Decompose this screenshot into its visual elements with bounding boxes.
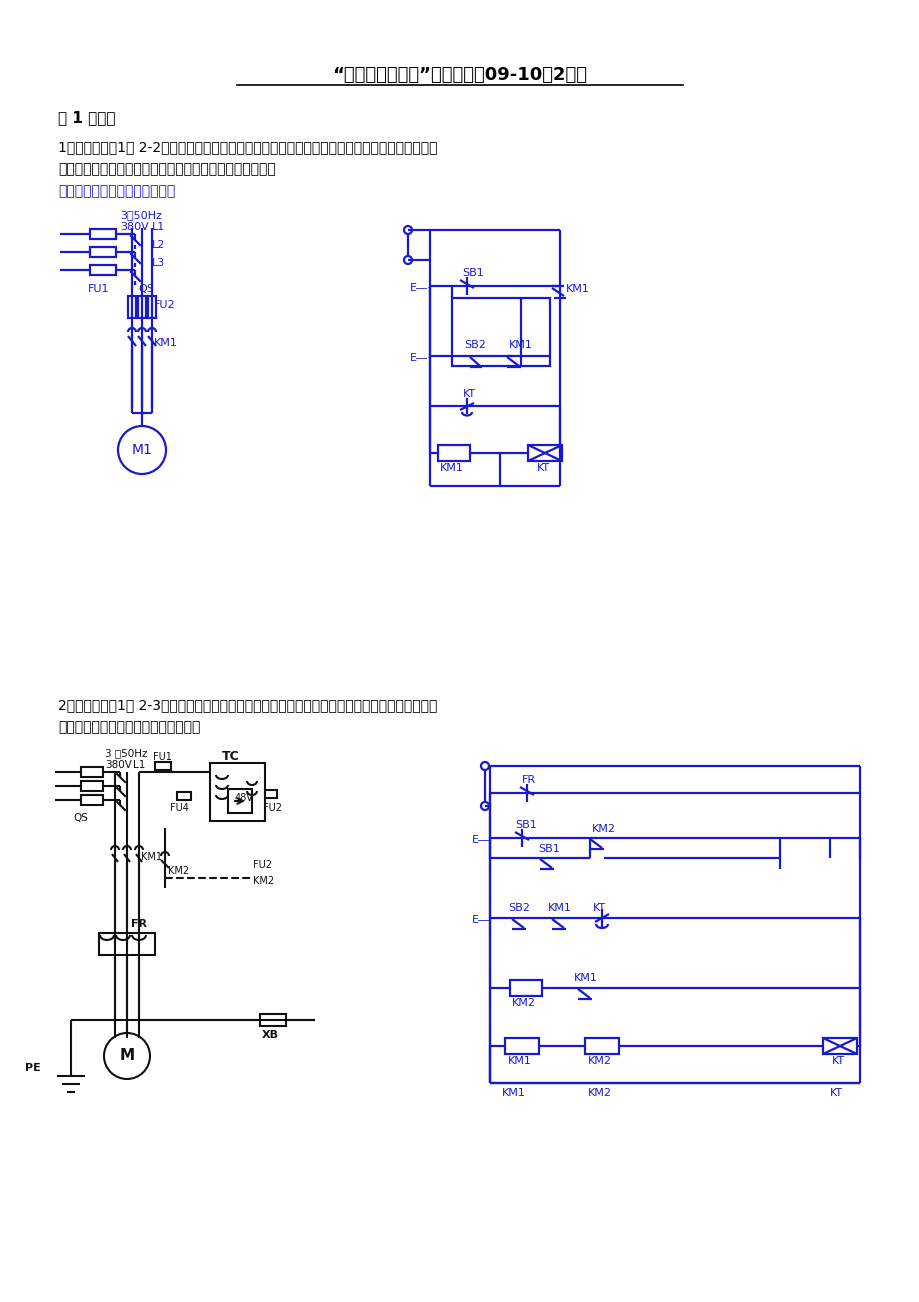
Text: FR: FR <box>130 919 147 930</box>
Circle shape <box>118 426 165 474</box>
Bar <box>505 1038 539 1055</box>
Text: 电动机只通电一定时间的电路（设计主电路和控制电路）。: 电动机只通电一定时间的电路（设计主电路和控制电路）。 <box>58 161 276 176</box>
Bar <box>176 792 191 799</box>
Bar <box>210 763 265 822</box>
Text: KT: KT <box>462 389 476 398</box>
Text: TC: TC <box>221 750 240 763</box>
Bar <box>509 980 541 996</box>
Text: KM2: KM2 <box>587 1088 611 1098</box>
Text: L2: L2 <box>152 240 165 250</box>
Text: SB2: SB2 <box>463 340 485 350</box>
Text: FU4: FU4 <box>170 803 188 812</box>
Text: 3～50Hz: 3～50Hz <box>119 210 162 220</box>
Bar <box>99 934 154 954</box>
Text: 触头，请修改控制电路（重新画图）。: 触头，请修改控制电路（重新画图）。 <box>58 720 200 734</box>
Text: KM2: KM2 <box>168 866 189 876</box>
Bar <box>528 445 562 461</box>
Text: KM2: KM2 <box>591 824 616 835</box>
Text: 380V: 380V <box>119 223 149 232</box>
Text: KM1: KM1 <box>507 1056 531 1066</box>
Text: M: M <box>119 1048 134 1064</box>
Bar <box>81 781 103 792</box>
Text: E―·: E―· <box>410 353 431 363</box>
Bar <box>265 790 277 798</box>
Bar <box>148 296 156 318</box>
Text: KM1: KM1 <box>573 973 597 983</box>
Text: XB: XB <box>262 1030 278 1040</box>
Text: SB2: SB2 <box>507 904 529 913</box>
Text: KM2: KM2 <box>253 876 274 885</box>
Bar <box>90 229 116 240</box>
Text: E―·: E―· <box>410 283 431 293</box>
Text: L3: L3 <box>152 258 165 268</box>
Text: KM2: KM2 <box>587 1056 611 1066</box>
Bar <box>451 298 550 366</box>
Text: FR: FR <box>521 775 536 785</box>
Text: PE: PE <box>25 1062 40 1073</box>
Text: KT: KT <box>829 1088 842 1098</box>
Text: SB1: SB1 <box>515 820 536 829</box>
Text: KM1: KM1 <box>502 1088 526 1098</box>
Text: KM1: KM1 <box>565 284 589 294</box>
Text: KT: KT <box>537 464 550 473</box>
Bar <box>90 247 116 256</box>
Bar <box>138 296 146 318</box>
Text: 3 ～50Hz: 3 ～50Hz <box>105 749 147 758</box>
Text: KM1: KM1 <box>141 852 162 862</box>
Text: 48V: 48V <box>234 793 254 803</box>
Circle shape <box>104 1032 150 1079</box>
Text: L1: L1 <box>152 223 165 232</box>
Bar <box>437 445 470 461</box>
Bar <box>90 266 116 275</box>
Text: FU2: FU2 <box>253 861 272 870</box>
Bar <box>228 789 252 812</box>
Text: FU1: FU1 <box>88 284 109 294</box>
Text: SB1: SB1 <box>538 844 559 854</box>
Text: E―: E― <box>471 835 490 845</box>
Bar <box>81 767 103 777</box>
Text: KM1: KM1 <box>548 904 572 913</box>
Text: QS: QS <box>138 284 153 294</box>
Text: FU2: FU2 <box>263 803 282 812</box>
Bar <box>584 1038 618 1055</box>
Text: FU1: FU1 <box>153 753 172 762</box>
Text: KM1: KM1 <box>508 340 532 350</box>
Text: 380V: 380V <box>105 760 131 769</box>
Text: “机电传动与控制”习题解答（09-10（2））: “机电传动与控制”习题解答（09-10（2）） <box>332 66 587 85</box>
Text: L1: L1 <box>133 760 145 769</box>
Text: E―: E― <box>471 915 490 924</box>
Bar <box>81 796 103 805</box>
Bar <box>154 762 171 769</box>
Text: KM2: KM2 <box>512 999 536 1008</box>
Text: SB1: SB1 <box>461 268 483 279</box>
Text: KT: KT <box>831 1056 845 1066</box>
Bar <box>128 296 136 318</box>
Text: KM1: KM1 <box>153 339 177 348</box>
Text: 2、（参考书［1］ 2-3）在下图的能耗制动控制电路中，若用断电延时触头代替该图中的通电延时: 2、（参考书［1］ 2-3）在下图的能耗制动控制电路中，若用断电延时触头代替该图… <box>58 698 437 712</box>
Text: 解：该电动机为小容量电动机。: 解：该电动机为小容量电动机。 <box>58 184 175 198</box>
Text: QS: QS <box>73 812 88 823</box>
Bar <box>260 1014 286 1026</box>
Text: 第 1 次作业: 第 1 次作业 <box>58 109 116 125</box>
Text: 1、（参考书［1］ 2-2）试用延时动作瞬时复位的时间继电器、接触器、按鈕开关等画出控制一个: 1、（参考书［1］ 2-2）试用延时动作瞬时复位的时间继电器、接触器、按鈕开关等… <box>58 141 437 154</box>
Text: M1: M1 <box>131 443 153 457</box>
Text: KM1: KM1 <box>439 464 463 473</box>
Text: FU2: FU2 <box>153 299 176 310</box>
Bar <box>823 1038 857 1055</box>
Text: KT: KT <box>593 904 606 913</box>
